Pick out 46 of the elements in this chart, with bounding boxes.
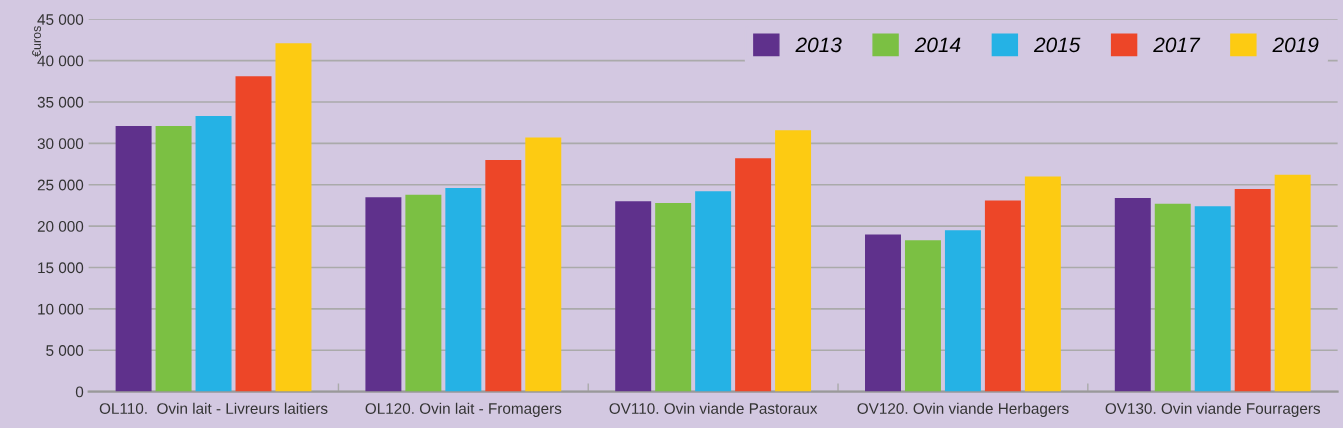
y-tick-label: 5 000 xyxy=(46,345,84,356)
bar xyxy=(155,126,192,392)
bar xyxy=(405,194,442,392)
x-tick-label: OV120. Ovin viande Herbagers xyxy=(857,402,1069,417)
legend-label: 2017 xyxy=(1153,37,1201,53)
bar xyxy=(445,188,482,392)
legend-label: 2013 xyxy=(795,37,842,53)
legend-label: 2019 xyxy=(1272,37,1319,53)
x-tick-label: OL110. Ovin lait - Livreurs laitiers xyxy=(99,402,328,414)
bar xyxy=(525,137,562,392)
bar xyxy=(904,240,941,392)
bar xyxy=(695,191,732,392)
bar xyxy=(615,201,652,392)
bar xyxy=(1114,197,1151,392)
y-tick-label: 20 000 xyxy=(37,220,84,232)
bar xyxy=(275,43,312,392)
y-tick-label: 35 000 xyxy=(37,96,84,108)
bar xyxy=(1154,203,1191,392)
bar xyxy=(235,76,272,392)
bar xyxy=(735,158,772,392)
y-tick-label: 15 000 xyxy=(38,262,84,274)
bar xyxy=(655,202,692,392)
bar xyxy=(365,197,402,392)
x-tick-label: OL120. Ovin lait - Fromagers xyxy=(365,402,562,417)
legend-label: 2015 xyxy=(1033,37,1081,53)
x-tick-label: OV110. Ovin viande Pastoraux xyxy=(609,402,818,414)
bar xyxy=(865,234,901,392)
bar xyxy=(984,200,1021,392)
y-tick-label: 40 000 xyxy=(37,55,84,67)
legend-label: 2014 xyxy=(914,37,961,53)
y-axis-title: €uros xyxy=(32,26,41,57)
bar xyxy=(115,126,152,392)
y-tick-label: 45 000 xyxy=(37,14,84,25)
bar xyxy=(1024,176,1061,392)
bar xyxy=(195,116,232,392)
bar xyxy=(944,230,981,392)
x-tick-label: OV130. Ovin viande Fourragers xyxy=(1105,402,1321,417)
bar xyxy=(485,159,522,392)
y-tick-label: 30 000 xyxy=(37,138,84,150)
bar xyxy=(1234,188,1271,392)
y-tick-label: 0 xyxy=(75,386,84,398)
bar xyxy=(1274,174,1311,392)
y-tick-label: 25 000 xyxy=(37,179,84,191)
bar xyxy=(775,130,812,392)
bar xyxy=(1194,206,1231,392)
y-tick-label: 10 000 xyxy=(38,303,84,315)
